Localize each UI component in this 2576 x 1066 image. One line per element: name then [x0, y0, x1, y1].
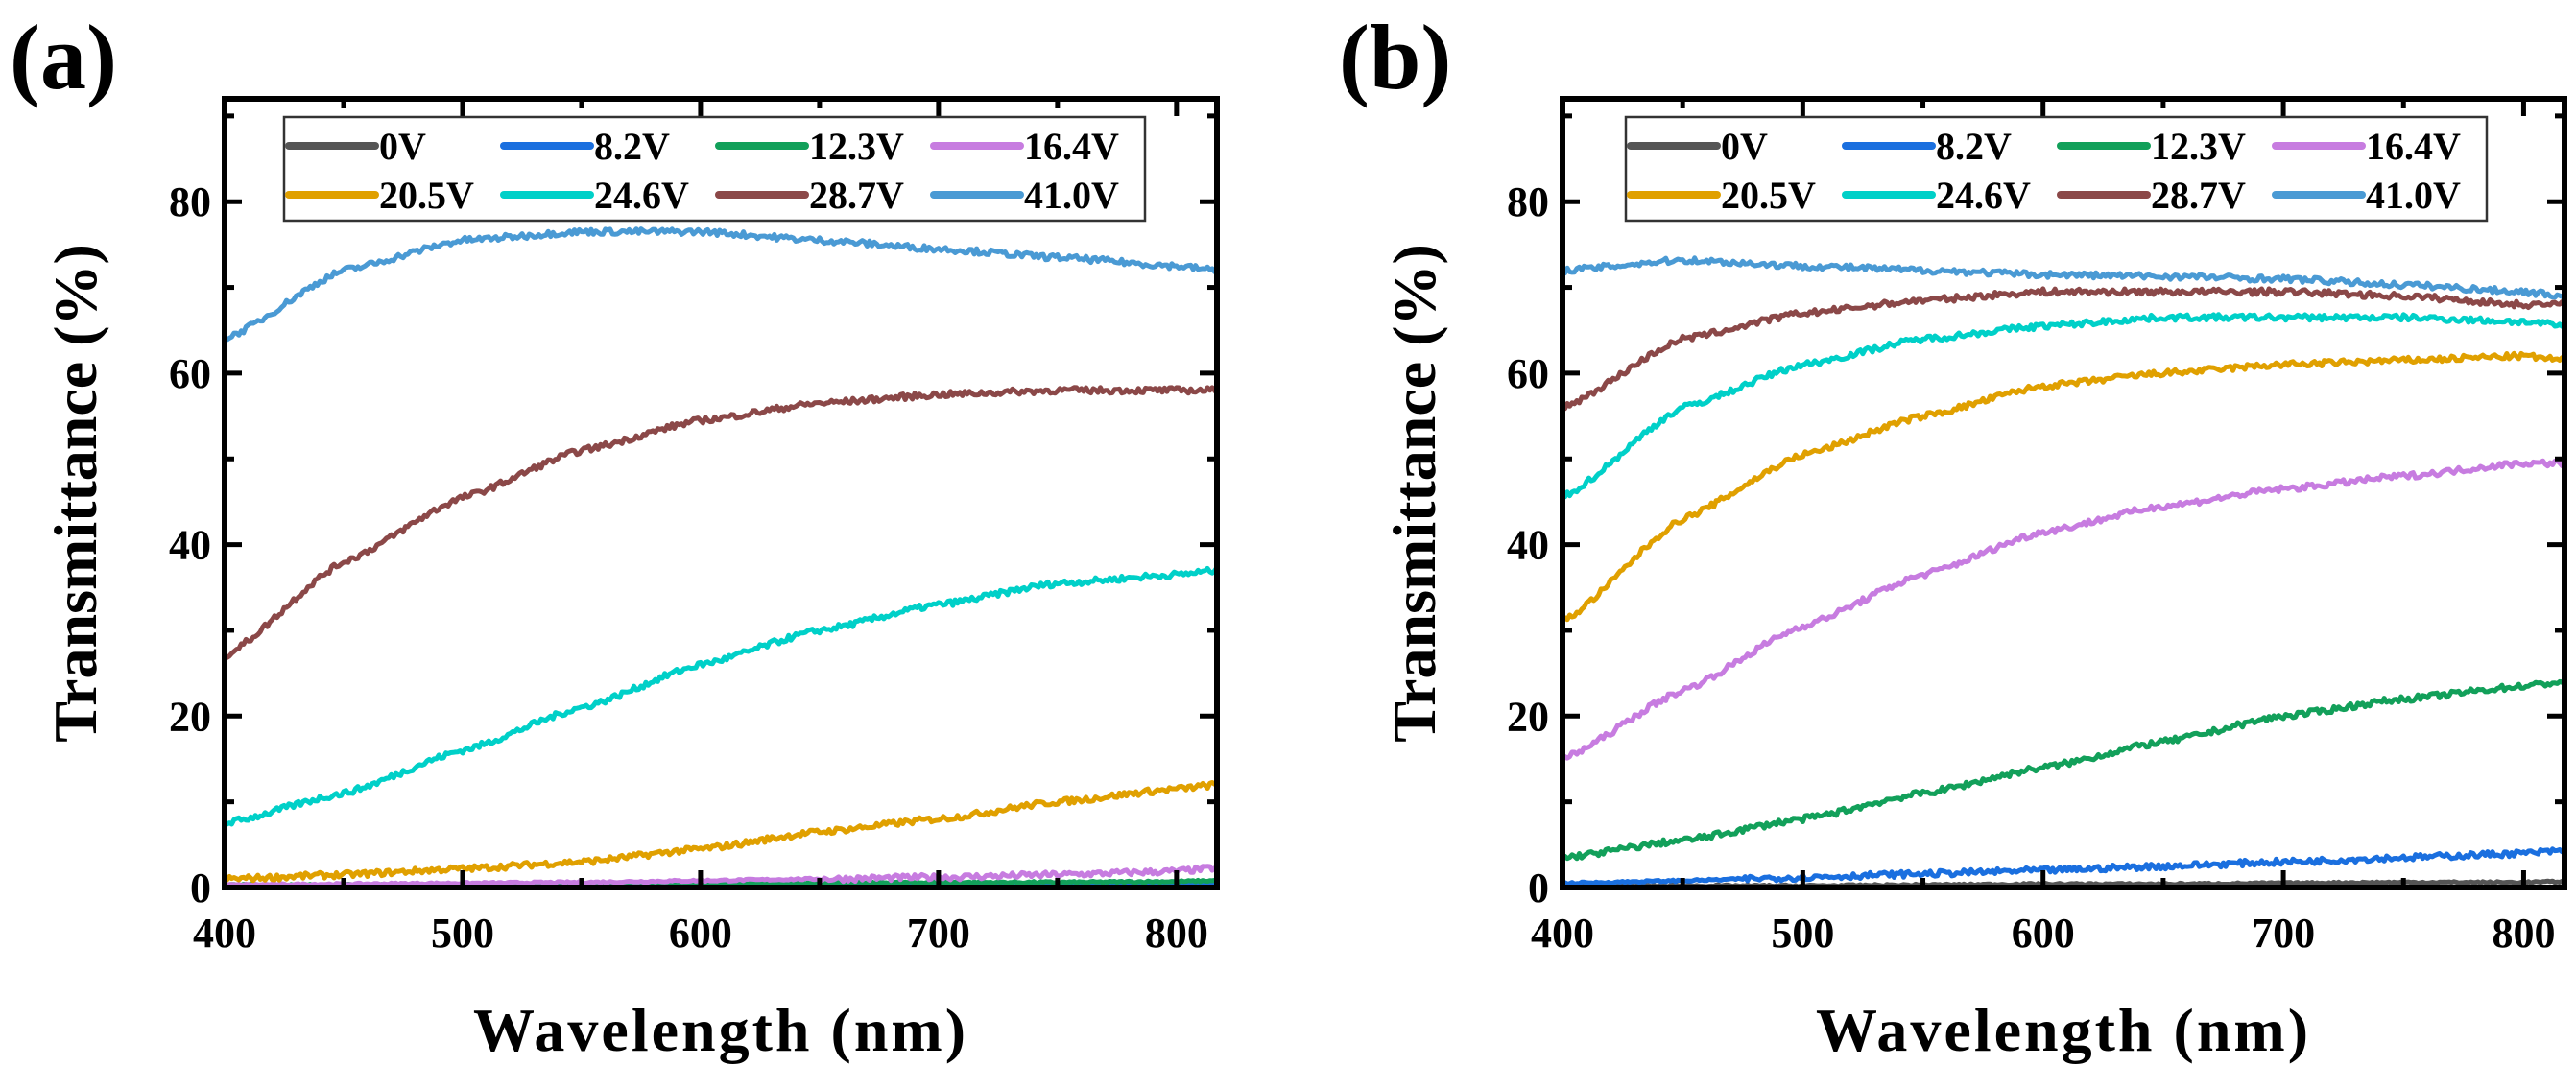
series-line-16.4V [224, 864, 1219, 888]
y-tick-label: 60 [169, 350, 211, 397]
legend-label: 0V [1721, 125, 1768, 168]
x-tick-label: 800 [1145, 910, 1208, 957]
y-axis-label: Transmittance (%) [1380, 244, 1448, 743]
y-tick-label: 20 [169, 693, 211, 740]
y-tick-label: 0 [190, 865, 211, 912]
series-line-16.4V [1560, 458, 2567, 762]
series-line-24.6V [224, 565, 1220, 827]
x-axis-label: Wavelength (nm) [473, 996, 968, 1064]
legend-label: 24.6V [1936, 174, 2031, 217]
x-tick-label: 600 [2012, 910, 2075, 957]
series-line-20.5V [223, 780, 1218, 884]
legend-label: 28.7V [2151, 174, 2246, 217]
legend-label: 8.2V [1936, 125, 2012, 168]
x-axis-label: Wavelength (nm) [1816, 996, 2311, 1064]
y-tick-label: 40 [1507, 522, 1549, 569]
y-tick-label: 40 [169, 522, 211, 569]
series-line-20.5V [1560, 350, 2566, 623]
series-line-28.7V [1560, 286, 2565, 412]
x-tick-label: 400 [193, 910, 256, 957]
plot-frame [1560, 96, 2567, 890]
legend-box [1624, 115, 2489, 223]
legend-label: 20.5V [1721, 174, 1816, 217]
x-tick-label: 500 [431, 910, 494, 957]
panel-label: (b) [1339, 6, 1451, 108]
y-tick-label: 20 [1507, 693, 1549, 740]
x-tick-label: 500 [1771, 910, 1834, 957]
series-line-12.3V [1562, 677, 2567, 862]
legend-label: 16.4V [2366, 125, 2461, 168]
series-line-41.0V [1562, 255, 2567, 300]
legend-label: 41.0V [1024, 174, 1119, 217]
legend-label: 24.6V [594, 174, 689, 217]
x-tick-label: 600 [669, 910, 732, 957]
chart-panel-b: (b) 400 500 600 700 800 0 20 40 60 80 Wavelength (n… [1339, 6, 2567, 1064]
series-lines [1560, 255, 2567, 890]
y-tick-label: 80 [1507, 178, 1549, 225]
series-line-41.0V [224, 226, 1218, 343]
legend-label: 28.7V [809, 174, 904, 217]
legend-label: 41.0V [2366, 174, 2461, 217]
x-tick-label: 700 [2252, 910, 2315, 957]
legend-label: 8.2V [594, 125, 670, 168]
x-tick-label: 800 [2492, 910, 2555, 957]
plot-frame [222, 96, 1220, 890]
legend-box [282, 115, 1147, 223]
series-lines [223, 226, 1220, 890]
series-line-24.6V [1562, 312, 2565, 500]
x-tick-label: 400 [1531, 910, 1594, 957]
y-axis-label: Transmittance (%) [41, 244, 109, 743]
chart-panel-a: (a) 400 500 600 700 800 0 20 40 60 80 Wavelength (n… [10, 6, 1220, 1064]
y-tick-label: 60 [1507, 350, 1549, 397]
legend-label: 0V [379, 125, 426, 168]
panel-label: (a) [10, 6, 117, 108]
legend-label: 20.5V [379, 174, 474, 217]
series-line-28.7V [224, 385, 1219, 660]
legend-label: 12.3V [809, 125, 904, 168]
legend-label: 12.3V [2151, 125, 2246, 168]
legend: 0V 8.2V 12.3V 16.4V 20.5V 24.6V 28.7V 41.0V [282, 115, 1147, 223]
series-line-8.2V [1562, 846, 2566, 887]
x-tick-label: 700 [907, 910, 970, 957]
legend-label: 16.4V [1024, 125, 1119, 168]
y-tick-label: 80 [169, 178, 211, 225]
legend: 0V 8.2V 12.3V 16.4V 20.5V 24.6V 28.7V 41.0V [1624, 115, 2489, 223]
y-tick-label: 0 [1528, 865, 1549, 912]
